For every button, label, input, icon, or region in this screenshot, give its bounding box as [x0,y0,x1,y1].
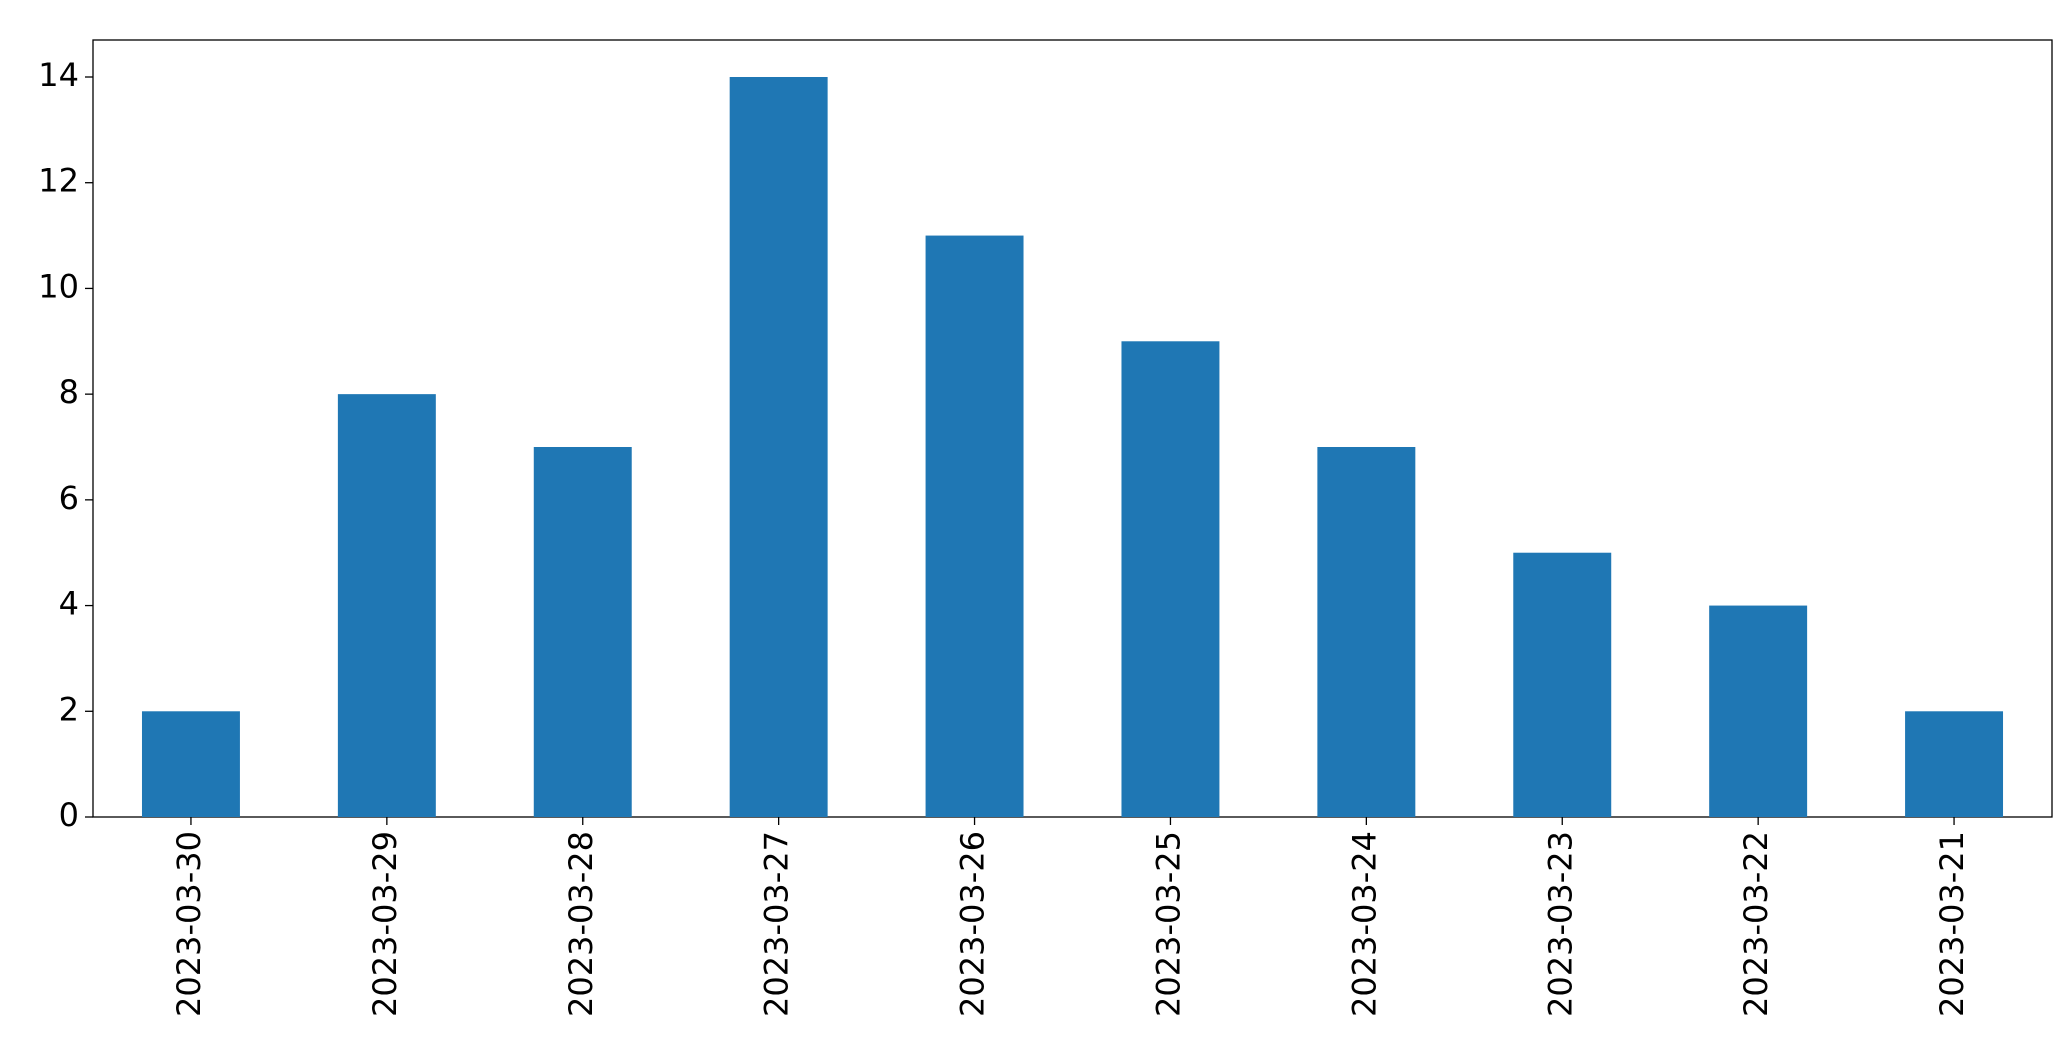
y-tick-label: 14 [38,56,79,94]
bar [1317,447,1416,817]
bar [1709,605,1808,817]
y-tick-label: 12 [38,162,79,200]
x-tick-label: 2023-03-25 [1149,831,1187,1017]
bar [1121,341,1220,817]
bar [729,77,828,817]
plot-frame [92,39,2053,818]
x-tick-label: 2023-03-24 [1345,831,1383,1017]
x-tick-label: 2023-03-26 [954,831,992,1017]
x-tick-label: 2023-03-23 [1541,831,1579,1017]
bar [1513,552,1612,817]
x-tick-label: 2023-03-21 [1933,831,1971,1017]
y-tick-label: 10 [38,267,79,305]
x-tick-label: 2023-03-30 [170,831,208,1017]
bar [533,447,632,817]
y-tick-label: 2 [59,690,79,728]
x-tick-label: 2023-03-28 [562,831,600,1017]
bar [925,235,1024,818]
y-tick-label: 6 [59,479,79,517]
x-tick-label: 2023-03-27 [758,831,796,1017]
y-tick-label: 0 [59,796,79,834]
x-tick-label: 2023-03-22 [1737,831,1775,1017]
bar [141,711,240,817]
y-tick-label: 8 [59,373,79,411]
bar [337,394,436,817]
y-tick-label: 4 [59,585,79,623]
x-tick-label: 2023-03-29 [366,831,404,1017]
bar [1905,711,2004,817]
